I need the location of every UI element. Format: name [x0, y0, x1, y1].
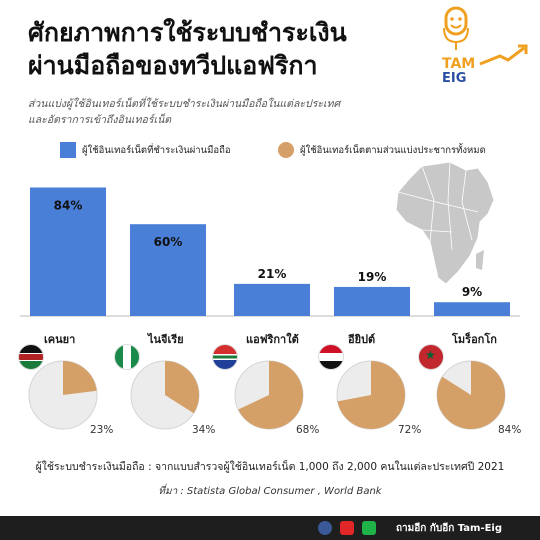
legend-bar-swatch	[60, 142, 76, 158]
bar-3	[334, 286, 410, 316]
subtitle: ส่วนแบ่งผู้ใช้อินเทอร์เน็ตที่ใช้ระบบชำระ…	[28, 96, 448, 128]
title-line-2: ผ่านมือถือของทวีปแอฟริกา	[28, 51, 318, 80]
pie-chart	[130, 360, 200, 434]
subtitle-line-2: และอัตราการเข้าถึงอินเทอร์เน็ต	[28, 114, 172, 126]
bar-value-label: 21%	[258, 267, 287, 281]
bar-0	[30, 187, 106, 316]
bar-1	[130, 224, 206, 316]
pie-slice	[63, 361, 97, 395]
bar-2	[234, 283, 310, 316]
footnote: ผู้ใช้ระบบชำระเงินมือถือ : จากแบบสำรวจผู…	[35, 461, 505, 473]
africa-map-icon	[395, 161, 495, 285]
bar-value-label: 19%	[358, 270, 387, 284]
pie-value-label: 68%	[296, 424, 320, 436]
country-label: โมร็อกโก	[452, 333, 497, 346]
pie-slice	[238, 361, 303, 429]
pie-value-label: 34%	[192, 424, 216, 436]
bar-value-label: 60%	[154, 235, 183, 249]
pie-slice	[337, 361, 405, 429]
south-africa-flag-icon	[212, 344, 238, 370]
nigeria-flag-icon	[114, 344, 140, 370]
legend-bar: ผู้ใช้อินเทอร์เน็ตที่ชำระเงินผ่านมือถือ	[60, 142, 231, 158]
bar-chart: 84% 60% 21% 19% 9%	[20, 187, 520, 317]
bar-value-label: 84%	[54, 198, 83, 212]
country-label: อียิปต์	[348, 333, 376, 346]
pie-value-label: 84%	[498, 424, 522, 436]
bar-value-label: 9%	[462, 285, 482, 299]
legend-bar-label: ผู้ใช้อินเทอร์เน็ตที่ชำระเงินผ่านมือถือ	[82, 144, 231, 156]
line-icon[interactable]	[362, 521, 376, 535]
pie-chart	[436, 360, 506, 434]
source-note: ที่มา : Statista Global Consumer , World…	[158, 486, 382, 497]
tam-eig-logo: TAM EIG	[442, 6, 528, 86]
svg-text:EIG: EIG	[442, 71, 466, 86]
pie-slice	[437, 361, 505, 429]
svg-text:TAM: TAM	[442, 56, 475, 72]
pie-chart	[28, 360, 98, 434]
egypt-flag-icon	[318, 344, 344, 370]
country-label: ไนจีเรีย	[148, 333, 184, 346]
morocco-star-icon: ★	[425, 348, 436, 362]
footer-bar: ถามอีก กับอีก Tam-Eig	[0, 516, 540, 540]
legend-pie-label: ผู้ใช้อินเทอร์เน็ตตามส่วนแบ่งประชากรทั้ง…	[300, 144, 486, 156]
legend-pie-swatch	[278, 142, 294, 158]
legend-pie: ผู้ใช้อินเทอร์เน็ตตามส่วนแบ่งประชากรทั้ง…	[278, 142, 486, 158]
pie-value-label: 23%	[90, 424, 114, 436]
subtitle-line-1: ส่วนแบ่งผู้ใช้อินเทอร์เน็ตที่ใช้ระบบชำระ…	[28, 98, 341, 110]
pie-chart	[336, 360, 406, 434]
facebook-icon[interactable]	[318, 521, 332, 535]
morocco-flag-icon: ★	[418, 344, 444, 370]
pie-chart	[234, 360, 304, 434]
youtube-icon[interactable]	[340, 521, 354, 535]
country-label: แอฟริกาใต้	[246, 333, 299, 346]
bar-4	[434, 302, 510, 316]
pie-slice	[165, 361, 199, 414]
pie-value-label: 72%	[398, 424, 422, 436]
page-title: ศักยภาพการใช้ระบบชำระเงิน ผ่านมือถือของท…	[28, 16, 408, 82]
country-label: เคนยา	[44, 333, 76, 346]
footer-brand: ถามอีก กับอีก Tam-Eig	[396, 523, 503, 534]
title-line-1: ศักยภาพการใช้ระบบชำระเงิน	[28, 18, 347, 47]
kenya-flag-icon	[18, 344, 44, 370]
